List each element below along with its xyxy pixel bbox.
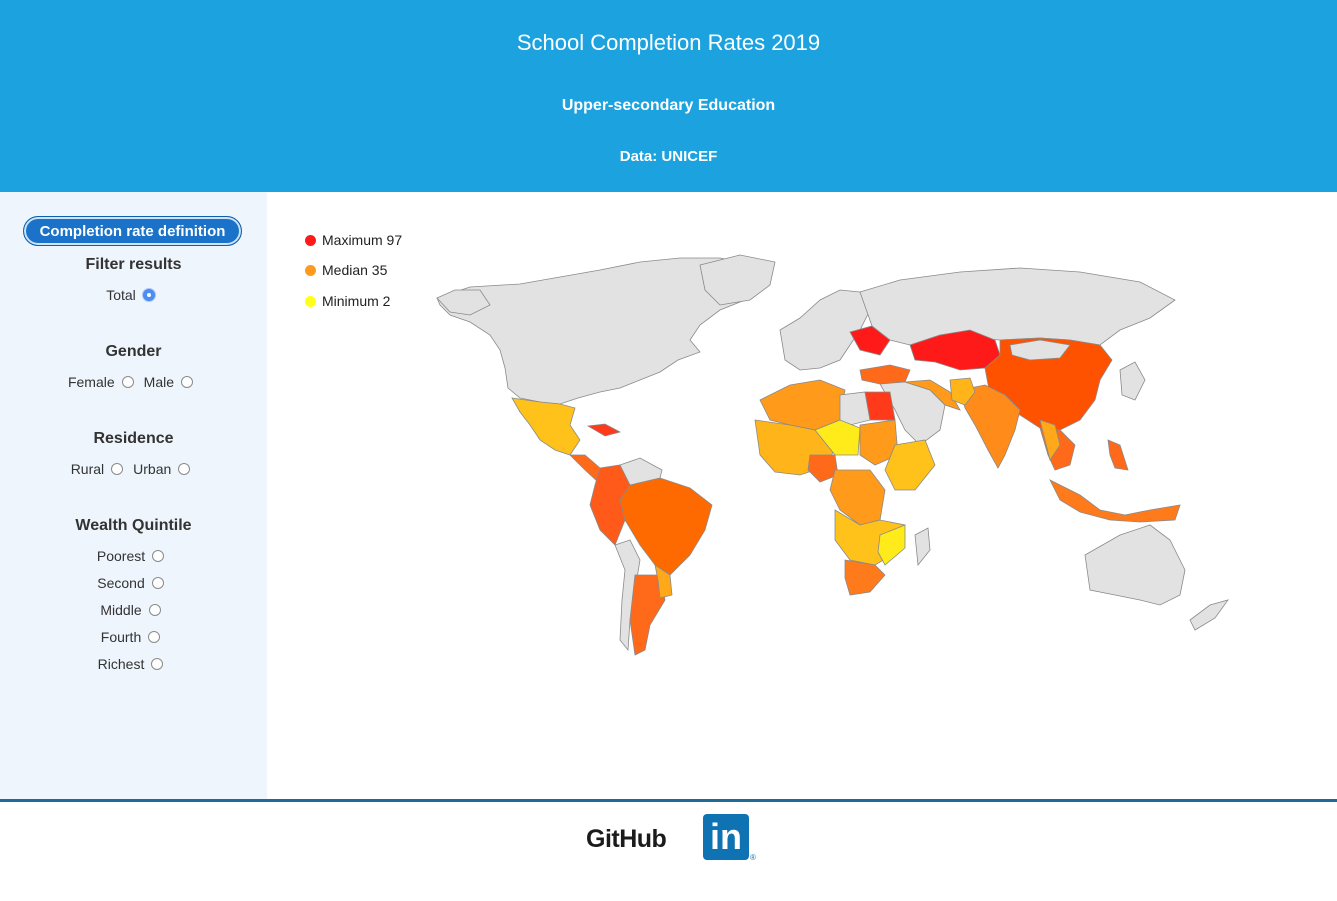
male-radio[interactable] — [181, 376, 194, 388]
wealth-option-fourth[interactable]: Fourth — [0, 629, 267, 645]
country-india[interactable] — [959, 384, 1021, 469]
country-australia[interactable] — [1084, 524, 1186, 606]
second-radio[interactable] — [151, 577, 164, 589]
legend-label-maximum: Maximum 97 — [322, 232, 403, 248]
country-iran-iraq[interactable] — [904, 379, 961, 411]
residence-options: Rural Urban — [0, 461, 267, 477]
country-japan[interactable] — [1119, 361, 1146, 401]
legend-dot-minimum — [305, 295, 316, 307]
middle-label: Middle — [100, 602, 142, 618]
wealth-quintile-title: Wealth Quintile — [75, 517, 192, 534]
female-radio[interactable] — [121, 376, 134, 388]
poorest-radio[interactable] — [152, 550, 165, 562]
country-canada-usa[interactable] — [436, 257, 771, 405]
total-option[interactable]: Total — [0, 287, 267, 303]
country-nigeria[interactable] — [807, 454, 839, 483]
urban-radio[interactable] — [178, 463, 191, 475]
richest-label: Richest — [97, 656, 145, 672]
country-indonesia[interactable] — [1049, 479, 1181, 523]
legend-label-minimum: Minimum 2 — [322, 293, 391, 309]
country-cuba[interactable] — [586, 423, 622, 437]
footer-divider — [0, 799, 1337, 802]
country-mozambique[interactable] — [877, 524, 906, 566]
fourth-radio[interactable] — [148, 631, 161, 643]
country-mexico[interactable] — [511, 397, 581, 456]
female-label: Female — [67, 374, 115, 390]
github-link[interactable]: GitHub — [586, 825, 667, 853]
rural-radio[interactable] — [111, 463, 124, 475]
wealth-option-middle[interactable]: Middle — [0, 602, 267, 618]
legend-dot-maximum — [305, 234, 316, 246]
residence-title: Residence — [93, 430, 174, 447]
country-madagascar[interactable] — [914, 527, 931, 567]
country-mongolia[interactable] — [1009, 339, 1071, 361]
wealth-option-second[interactable]: Second — [0, 575, 267, 591]
page-title: School Completion Rates 2019 — [516, 30, 821, 55]
country-new-zealand[interactable] — [1189, 599, 1229, 631]
legend-item-minimum: Minimum 2 — [305, 293, 390, 309]
country-east-africa[interactable] — [884, 439, 936, 491]
filter-results-title: Filter results — [85, 256, 182, 273]
filter-sidebar: Completion rate definition Filter result… — [0, 192, 267, 800]
country-ukraine[interactable] — [849, 325, 891, 356]
male-label: Male — [143, 374, 175, 390]
wealth-option-richest[interactable]: Richest — [0, 656, 267, 672]
richest-radio[interactable] — [151, 658, 164, 670]
wealth-option-poorest[interactable]: Poorest — [0, 548, 267, 564]
linkedin-registered-mark: ® — [750, 853, 756, 862]
country-turkey[interactable] — [859, 364, 911, 385]
urban-label: Urban — [133, 461, 172, 477]
page-subtitle: Upper-secondary Education — [561, 97, 776, 114]
gender-options: Female Male — [0, 374, 267, 390]
country-thailand[interactable] — [1039, 419, 1061, 461]
middle-radio[interactable] — [148, 604, 161, 616]
legend-label-median: Median 35 — [322, 262, 388, 278]
legend-item-maximum: Maximum 97 — [305, 232, 402, 248]
country-russia[interactable] — [859, 267, 1176, 346]
poorest-label: Poorest — [96, 548, 146, 564]
gender-title: Gender — [105, 343, 162, 360]
linkedin-icon[interactable]: in — [703, 814, 749, 860]
total-label: Total — [106, 287, 136, 303]
country-libya[interactable] — [839, 391, 871, 426]
country-alaska[interactable] — [436, 289, 491, 316]
country-egypt[interactable] — [864, 391, 896, 421]
total-radio[interactable] — [142, 289, 155, 301]
country-pakistan[interactable] — [949, 377, 976, 406]
country-south-africa[interactable] — [844, 559, 886, 596]
country-sudan[interactable] — [859, 419, 899, 466]
country-bolivia-chile[interactable] — [614, 539, 641, 652]
legend-item-median: Median 35 — [305, 262, 387, 278]
country-greenland[interactable] — [699, 254, 776, 306]
rural-label: Rural — [70, 461, 105, 477]
data-source: Data: UNICEF — [619, 148, 718, 165]
country-philippines[interactable] — [1107, 439, 1129, 471]
completion-rate-definition-button[interactable]: Completion rate definition — [23, 216, 242, 246]
second-label: Second — [97, 575, 145, 591]
fourth-label: Fourth — [100, 629, 142, 645]
country-niger-chad[interactable] — [814, 419, 861, 456]
header-banner: School Completion Rates 2019 Upper-secon… — [0, 0, 1337, 192]
footer — [0, 802, 1337, 901]
country-venezuela-guianas[interactable] — [619, 457, 663, 486]
legend-dot-median — [305, 264, 316, 276]
country-paraguay-uruguay[interactable] — [654, 564, 673, 599]
